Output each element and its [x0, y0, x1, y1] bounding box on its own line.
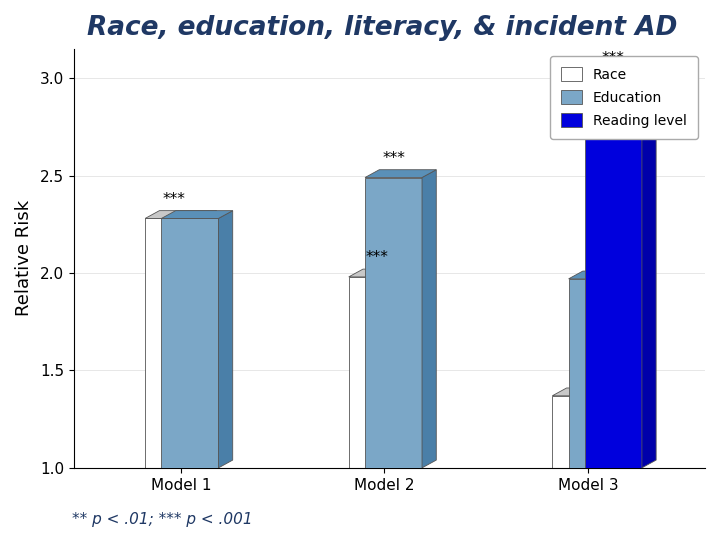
Bar — [585, 78, 642, 468]
Polygon shape — [552, 388, 624, 396]
Bar — [348, 277, 406, 468]
Polygon shape — [626, 271, 640, 468]
Bar — [145, 219, 202, 468]
Bar — [552, 396, 609, 468]
Text: Race, education, literacy, & incident AD: Race, education, literacy, & incident AD — [86, 15, 677, 41]
Text: ***: *** — [382, 151, 405, 166]
Polygon shape — [642, 70, 656, 468]
Polygon shape — [365, 170, 436, 178]
Bar — [552, 468, 656, 474]
Polygon shape — [406, 269, 420, 468]
Bar — [348, 468, 436, 474]
Polygon shape — [585, 70, 656, 78]
Text: ***: *** — [162, 192, 185, 207]
Polygon shape — [348, 269, 420, 277]
Bar — [569, 279, 626, 468]
Legend: Race, Education, Reading level: Race, Education, Reading level — [550, 56, 698, 139]
Text: ** p < .01; *** p < .001: ** p < .01; *** p < .001 — [72, 512, 253, 527]
Polygon shape — [569, 271, 640, 279]
Polygon shape — [145, 211, 217, 219]
Polygon shape — [218, 211, 233, 468]
Polygon shape — [161, 211, 233, 219]
Text: ***: *** — [602, 51, 625, 66]
Polygon shape — [202, 211, 217, 468]
Text: **: ** — [590, 252, 605, 267]
Polygon shape — [609, 388, 624, 468]
Polygon shape — [422, 170, 436, 468]
Text: ***: *** — [366, 250, 389, 265]
Bar — [145, 468, 233, 474]
Y-axis label: Relative Risk: Relative Risk — [15, 200, 33, 316]
Bar — [365, 178, 422, 468]
Bar — [161, 219, 218, 468]
